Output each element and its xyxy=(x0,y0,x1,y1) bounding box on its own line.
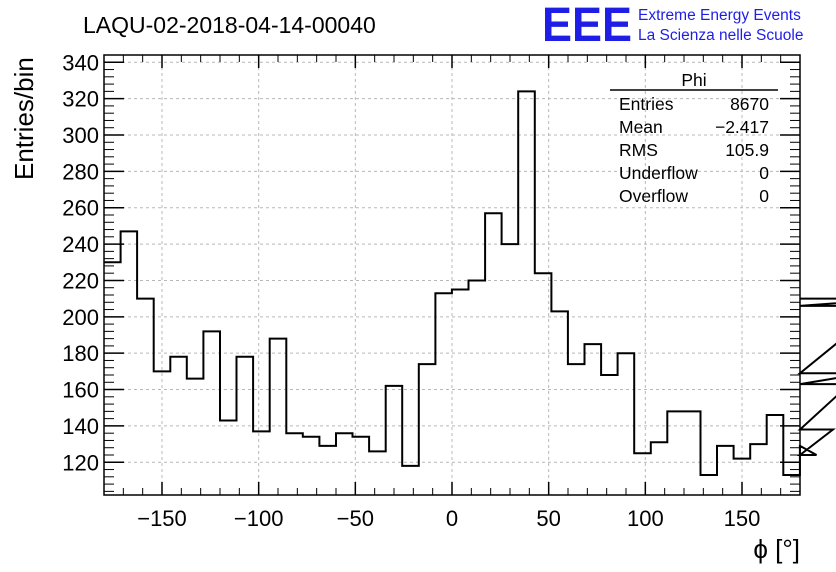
logo-line-1: Extreme Energy Events xyxy=(638,7,801,24)
y-tick-label: 240 xyxy=(62,232,99,257)
axis-ticks xyxy=(104,54,800,495)
x-tick-label: 50 xyxy=(536,506,560,531)
stats-box: Phi Entries 8670 Mean −2.417 RMS 105.9 Underfl… xyxy=(610,70,778,206)
y-tick-label: 260 xyxy=(62,196,99,221)
logo-letters: EEE xyxy=(542,0,632,52)
eee-logo: EEE Extreme Energy Events La Scienza nel… xyxy=(542,0,803,52)
x-tick-label: 150 xyxy=(724,506,761,531)
stats-row-label: Underflow xyxy=(619,163,698,183)
x-tick-label: −50 xyxy=(337,506,374,531)
y-tick-label: 220 xyxy=(62,268,99,293)
x-tick-labels: −150 −100 −50 0 50 100 150 xyxy=(137,506,760,531)
y-tick-label: 160 xyxy=(62,378,99,403)
stats-row-value: 105.9 xyxy=(725,140,769,160)
y-tick-label: 120 xyxy=(62,450,99,475)
y-tick-labels: 120 140 160 180 200 220 240 260 280 300 320 340 xyxy=(62,50,99,475)
stats-row-value: 8670 xyxy=(730,94,769,114)
stats-row-value: −2.417 xyxy=(715,117,769,137)
y-tick-label: 340 xyxy=(62,50,99,75)
x-tick-label: −150 xyxy=(137,506,187,531)
stats-row-label: Overflow xyxy=(619,186,688,206)
y-tick-label: 280 xyxy=(62,159,99,184)
y-tick-label: 140 xyxy=(62,414,99,439)
x-tick-label: 100 xyxy=(627,506,664,531)
y-tick-label: 300 xyxy=(62,123,99,148)
y-tick-label: 180 xyxy=(62,341,99,366)
stats-row-value: 0 xyxy=(759,186,769,206)
chart-title: LAQU-02-2018-04-14-00040 xyxy=(83,12,376,38)
stats-row-label: RMS xyxy=(619,140,658,160)
stats-row-label: Entries xyxy=(619,94,674,114)
histogram-line xyxy=(104,90,836,476)
stats-row-label: Mean xyxy=(619,117,663,137)
logo-line-2: La Scienza nelle Scuole xyxy=(638,27,803,44)
y-axis-label: Entries/bin xyxy=(9,57,39,180)
y-tick-label: 200 xyxy=(62,305,99,330)
y-tick-label: 320 xyxy=(62,87,99,112)
x-axis-label: ϕ [°] xyxy=(753,534,800,564)
stats-name: Phi xyxy=(681,70,706,90)
x-tick-label: 0 xyxy=(446,506,458,531)
grid-lines xyxy=(104,55,800,495)
x-tick-label: −100 xyxy=(234,506,284,531)
stats-row-value: 0 xyxy=(759,163,769,183)
